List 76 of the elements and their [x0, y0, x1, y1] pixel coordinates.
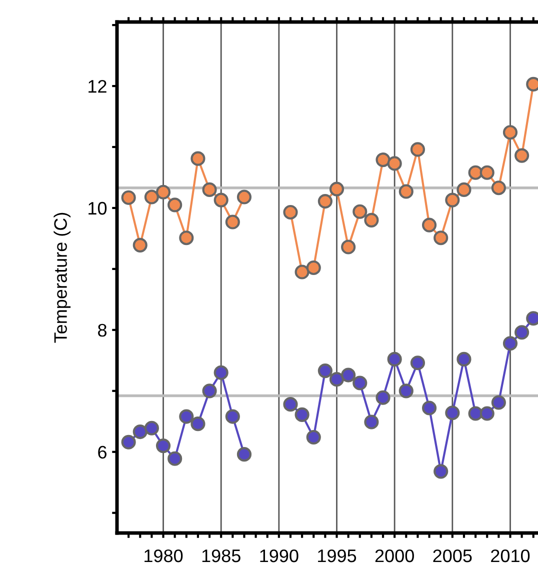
point	[468, 406, 483, 421]
x-tick-label: 2010	[491, 549, 530, 562]
point	[480, 406, 494, 421]
point	[398, 384, 414, 398]
point	[214, 365, 228, 380]
point	[202, 182, 217, 197]
point	[410, 142, 426, 157]
x-tick-label: 1990	[260, 549, 298, 562]
point	[306, 260, 321, 276]
x-tick-label: 2005	[433, 549, 472, 562]
point	[514, 148, 530, 163]
point	[456, 352, 472, 367]
point	[156, 184, 171, 200]
point	[422, 400, 437, 416]
point	[294, 264, 310, 280]
point	[214, 192, 228, 208]
point	[202, 384, 217, 398]
point	[398, 184, 414, 199]
point	[132, 424, 148, 440]
point	[132, 238, 148, 252]
point	[294, 407, 310, 422]
point	[168, 198, 182, 212]
x-tick-label: 2000	[375, 549, 414, 562]
point	[480, 165, 494, 180]
point	[236, 447, 252, 462]
point	[329, 372, 344, 387]
point	[179, 230, 194, 246]
point	[376, 152, 390, 168]
point	[352, 204, 368, 219]
point	[156, 438, 171, 454]
point	[341, 240, 356, 254]
y-tick-label: 6	[98, 446, 106, 459]
point	[456, 182, 472, 197]
x-tick-label: 1980	[144, 549, 183, 562]
y-tick-label: 10	[88, 202, 107, 215]
point	[445, 406, 460, 420]
point	[225, 409, 240, 424]
point	[341, 368, 356, 382]
point	[318, 364, 332, 378]
point	[387, 156, 402, 171]
point	[387, 352, 402, 367]
point	[364, 212, 379, 228]
point	[491, 395, 506, 410]
point	[318, 194, 332, 209]
point	[179, 409, 194, 424]
point	[364, 414, 379, 430]
point	[468, 165, 483, 180]
point	[376, 390, 390, 405]
point	[168, 451, 182, 466]
point	[236, 190, 252, 204]
point	[410, 356, 426, 370]
point	[121, 190, 136, 205]
point	[502, 336, 518, 351]
x-tick-label: 1995	[318, 549, 356, 562]
point	[445, 192, 460, 208]
point	[190, 151, 206, 166]
point	[352, 376, 368, 390]
point	[434, 230, 448, 246]
point	[502, 125, 518, 140]
point	[514, 325, 530, 340]
point	[306, 430, 321, 445]
point	[491, 180, 506, 196]
point	[329, 182, 344, 196]
point	[144, 420, 159, 436]
point	[422, 218, 437, 232]
point	[434, 464, 448, 479]
y-axis-title: Temperature (C)	[54, 212, 71, 343]
point	[121, 434, 136, 450]
point	[225, 214, 240, 230]
x-tick-label: 1985	[202, 549, 240, 562]
y-tick-label: 12	[88, 80, 106, 93]
point	[283, 397, 298, 412]
y-tick-label: 8	[98, 324, 106, 337]
point	[283, 204, 298, 220]
point	[190, 416, 206, 432]
point	[144, 190, 159, 204]
